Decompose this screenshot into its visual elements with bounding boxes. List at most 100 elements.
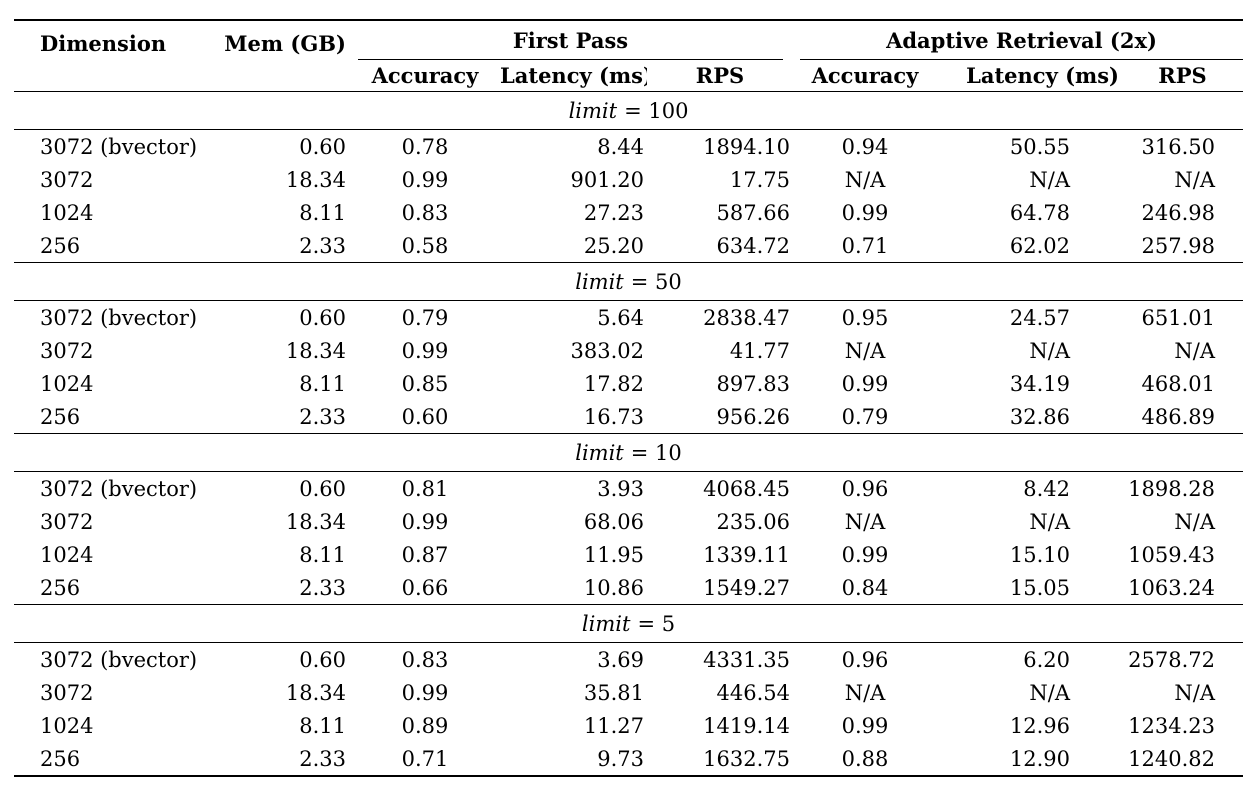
table-cell: 0.99	[841, 713, 889, 738]
table-cell: 17.75	[729, 167, 790, 192]
table-cell: 11.27	[583, 713, 644, 738]
table-cell: N/A	[1174, 167, 1216, 192]
table-cell: 8.11	[299, 713, 346, 738]
table-cell: 10.86	[583, 575, 644, 600]
table-row: 1024 8.11 0.83 27.23 587.66 0.99 64.78 246.98	[14, 196, 1243, 229]
table-cell: 8.44	[597, 134, 644, 159]
group-header-adaptive-retrieval: Adaptive Retrieval (2x)	[793, 20, 1244, 60]
table-cell: N/A	[844, 338, 886, 363]
section-title: limit = 50	[14, 262, 1244, 301]
table-row: 3072 18.34 0.99 68.06 235.06 N/A N/A N/A	[14, 505, 1243, 538]
table-cell: 235.06	[716, 509, 790, 534]
table-cell: 2578.72	[1128, 647, 1216, 672]
table-cell: 1898.28	[1128, 476, 1216, 501]
table-cell: 0.87	[401, 542, 449, 567]
limit-variable: limit	[568, 98, 618, 123]
column-header-ar-accuracy: Accuracy	[811, 63, 919, 88]
table-header: Dimension Mem (GB) First Pass Adaptive R…	[14, 20, 1244, 92]
table-cell: 0.60	[299, 134, 346, 159]
table-cell: 0.88	[841, 746, 889, 771]
table-cell: 468.01	[1141, 371, 1216, 396]
table-cell: 8.11	[299, 200, 346, 225]
group-header-label: First Pass	[512, 27, 629, 53]
table-cell: 3072 (bvector)	[40, 476, 198, 501]
column-header-dimension: Dimension	[40, 31, 167, 56]
table-cell: 41.77	[729, 338, 790, 363]
table-cell: 3072	[40, 509, 94, 534]
table-row: 3072 18.34 0.99 383.02 41.77 N/A N/A N/A	[14, 334, 1243, 367]
table-cell: 24.57	[1009, 305, 1070, 330]
table-cell: 18.34	[285, 167, 346, 192]
column-header-fp-accuracy: Accuracy	[371, 63, 479, 88]
table-cell: 12.96	[1009, 713, 1070, 738]
table-cell: 5.64	[597, 305, 644, 330]
table-cell: 0.66	[401, 575, 449, 600]
table-cell: 0.60	[299, 476, 346, 501]
table-cell: 1632.75	[703, 746, 790, 771]
table-cell: 1339.11	[703, 542, 790, 567]
column-header-mem: Mem (GB)	[224, 31, 346, 56]
table-cell: 27.23	[583, 200, 644, 225]
table-cell: 383.02	[570, 338, 644, 363]
table-cell: 11.95	[583, 542, 644, 567]
table-cell: 0.89	[401, 713, 449, 738]
table-cell: 0.94	[841, 134, 889, 159]
table-cell: 34.19	[1009, 371, 1070, 396]
table-cell: 32.86	[1009, 404, 1070, 429]
table-cell: 0.71	[401, 746, 449, 771]
section-title-row: limit = 5	[14, 604, 1244, 643]
table-cell: 587.66	[716, 200, 790, 225]
table-cell: N/A	[844, 509, 886, 534]
table-cell: 8.11	[299, 371, 346, 396]
adaptive-retrieval-rule: Adaptive Retrieval (2x)	[800, 21, 1244, 60]
table-row: 3072 (bvector) 0.60 0.83 3.69 4331.35 0.96 6.2…	[14, 643, 1243, 677]
table-cell: N/A	[1029, 167, 1070, 192]
table-cell: 0.83	[401, 200, 449, 225]
table-cell: N/A	[1029, 338, 1070, 363]
table-cell: 0.84	[841, 575, 889, 600]
table-cell: 18.34	[285, 509, 346, 534]
table-cell: 1024	[40, 371, 94, 396]
table-cell: 0.60	[299, 647, 346, 672]
table-cell: 2.33	[299, 233, 346, 258]
table-row: 1024 8.11 0.85 17.82 897.83 0.99 34.19 468.01	[14, 367, 1243, 400]
table-cell: 0.96	[841, 476, 889, 501]
table-cell: N/A	[1029, 680, 1070, 705]
section-limit-100: limit = 100 3072 (bvector) 0.60 0.78 8.44 189…	[14, 91, 1244, 263]
table-cell: 15.05	[1009, 575, 1070, 600]
table-cell: 0.85	[401, 371, 449, 396]
table-cell: 3072 (bvector)	[40, 134, 198, 159]
table-cell: 1234.23	[1128, 713, 1216, 738]
table-cell: 257.98	[1141, 233, 1216, 258]
table-cell: 0.95	[841, 305, 889, 330]
column-header-ar-latency: Latency (ms)	[966, 63, 1119, 88]
table-cell: 3072	[40, 338, 94, 363]
table-cell: 0.99	[401, 509, 449, 534]
table-cell: 15.10	[1009, 542, 1070, 567]
table-cell: 2838.47	[703, 305, 790, 330]
table-row: 3072 18.34 0.99 35.81 446.54 N/A N/A N/A	[14, 676, 1243, 709]
section-title-row: limit = 10	[14, 433, 1244, 472]
group-header-label: Adaptive Retrieval (2x)	[886, 27, 1157, 53]
table-row: 256 2.33 0.60 16.73 956.26 0.79 32.86 486.89	[14, 400, 1243, 434]
table-cell: 256	[40, 746, 81, 771]
header-row-metrics: Accuracy Latency (ms) RPS Accuracy Laten…	[14, 60, 1243, 92]
table-cell: 1419.14	[703, 713, 790, 738]
table-cell: 16.73	[583, 404, 644, 429]
table-cell: 2.33	[299, 746, 346, 771]
limit-variable: limit	[575, 440, 624, 465]
table-cell: 3072	[40, 680, 94, 705]
table-cell: 3072	[40, 167, 94, 192]
table-cell: 256	[40, 404, 81, 429]
limit-value: = 100	[624, 98, 689, 123]
table-row: 3072 18.34 0.99 901.20 17.75 N/A N/A N/A	[14, 163, 1243, 196]
table-cell: 1059.43	[1128, 542, 1216, 567]
table-cell: N/A	[844, 167, 886, 192]
table-cell: 0.58	[401, 233, 449, 258]
table-row: 256 2.33 0.58 25.20 634.72 0.71 62.02 257.98	[14, 229, 1243, 263]
table-cell: 446.54	[716, 680, 790, 705]
column-header-fp-latency: Latency (ms)	[500, 63, 647, 88]
table-cell: 0.99	[401, 680, 449, 705]
table-cell: 634.72	[716, 233, 790, 258]
